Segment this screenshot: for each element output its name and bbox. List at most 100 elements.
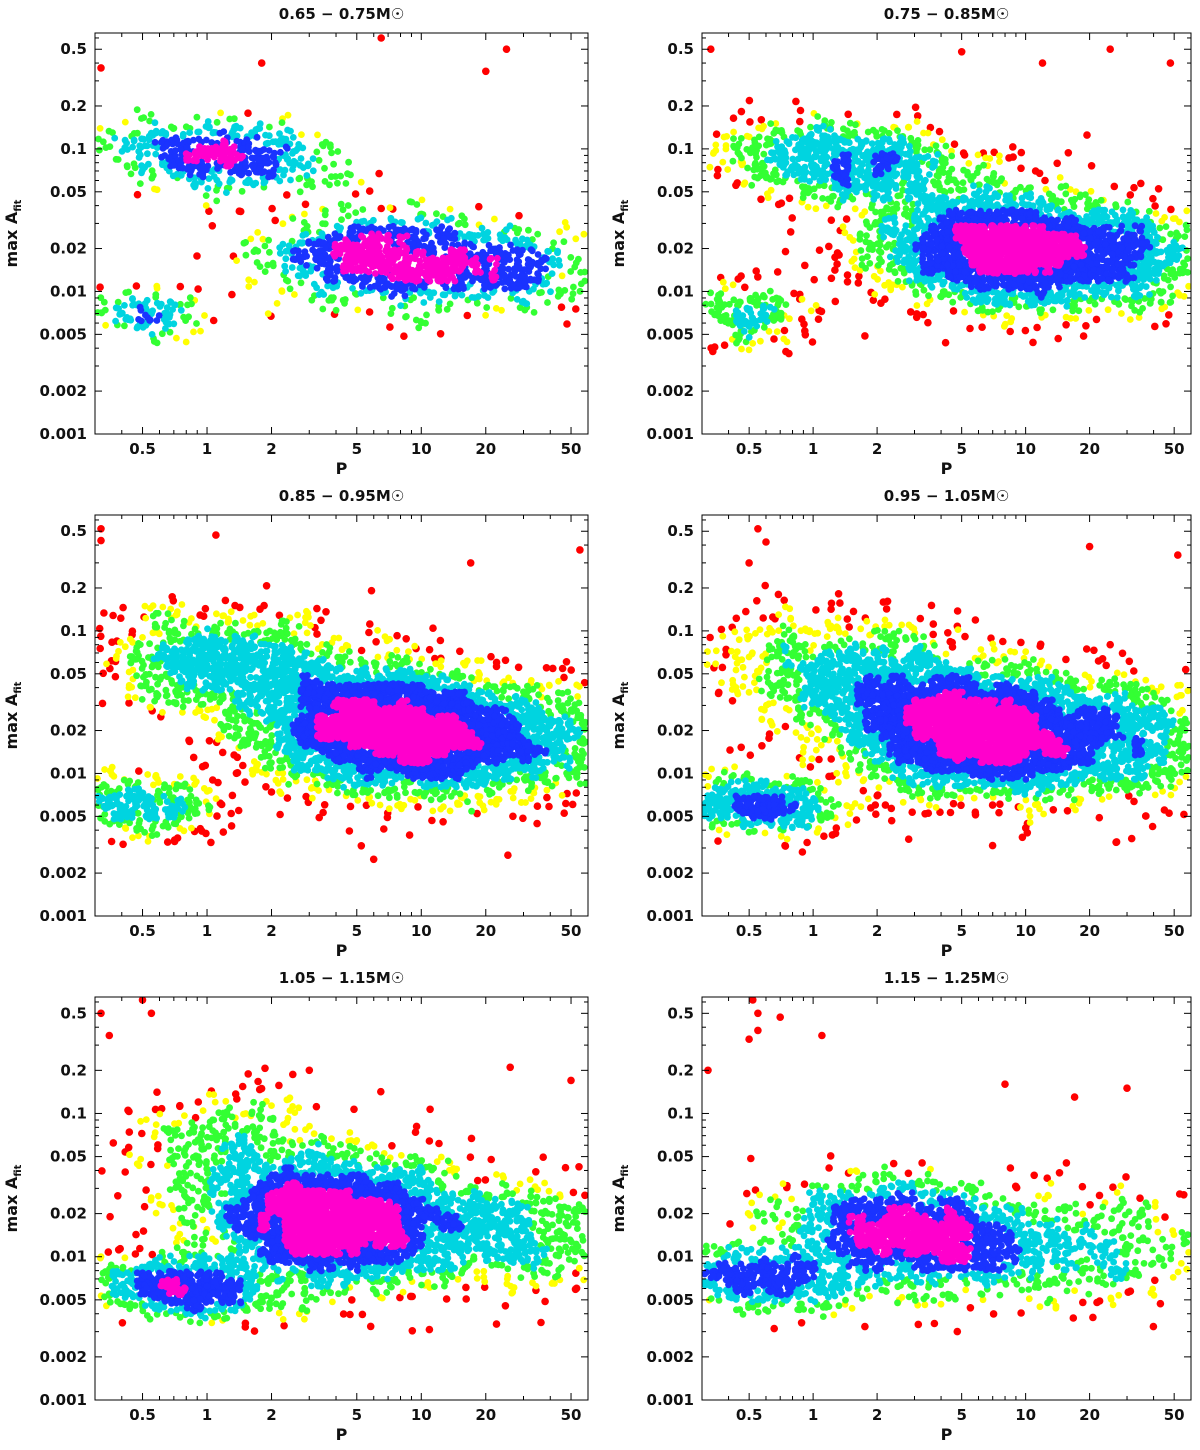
data-point [309, 183, 316, 191]
data-point [563, 320, 571, 328]
data-point [869, 126, 877, 134]
data-point [426, 277, 434, 285]
data-point [945, 169, 953, 177]
data-point [324, 277, 331, 284]
data-point [435, 306, 442, 314]
data-point [383, 236, 390, 244]
data-point [284, 277, 292, 285]
data-point [1070, 263, 1078, 271]
data-point [1032, 214, 1040, 222]
data-point [1064, 149, 1073, 157]
data-point [903, 211, 910, 218]
data-point [990, 179, 997, 186]
data-point [277, 148, 284, 156]
data-point [930, 159, 937, 167]
data-point [177, 171, 185, 179]
data-point [236, 124, 244, 132]
data-point [140, 114, 148, 121]
data-point [233, 151, 241, 159]
data-point [999, 281, 1007, 289]
data-point [452, 290, 459, 298]
data-point [712, 141, 720, 149]
data-point [752, 291, 759, 299]
data-point [186, 294, 194, 302]
data-point [765, 328, 773, 335]
data-point [130, 160, 138, 168]
data-point [743, 304, 751, 312]
data-point [96, 146, 103, 154]
data-point [1046, 290, 1054, 298]
y-tick-label: 0.005 [40, 325, 87, 343]
data-point [1092, 209, 1100, 217]
data-point [151, 119, 159, 127]
data-point [1002, 208, 1010, 216]
data-point [894, 127, 901, 134]
data-point [956, 273, 964, 281]
data-point [403, 232, 411, 240]
data-point [507, 294, 515, 302]
data-point [493, 254, 501, 262]
data-point [352, 276, 360, 283]
data-point [784, 168, 791, 176]
data-point [975, 294, 983, 302]
data-point [322, 138, 330, 146]
data-point [892, 157, 900, 164]
data-point [983, 183, 991, 190]
data-point [796, 106, 805, 115]
data-point [422, 263, 430, 271]
data-point [406, 198, 414, 206]
data-point [191, 179, 199, 187]
data-point [902, 164, 910, 171]
data-point [1136, 308, 1144, 316]
data-point [797, 175, 805, 183]
data-point [990, 173, 997, 181]
data-point [812, 302, 820, 309]
data-point [1152, 210, 1160, 217]
data-point [1062, 313, 1070, 321]
data-point [1021, 326, 1030, 335]
data-point [806, 178, 813, 185]
data-point [900, 173, 907, 181]
data-point [491, 215, 498, 223]
data-point [507, 241, 514, 249]
data-point [960, 186, 968, 194]
data-point [349, 285, 356, 292]
data-point [163, 141, 171, 148]
data-point [195, 128, 203, 136]
data-point [1038, 59, 1047, 67]
data-point [804, 146, 812, 154]
data-point [301, 210, 308, 218]
data-point [796, 128, 804, 136]
data-point [924, 129, 932, 137]
data-point [1167, 298, 1175, 306]
data-point [1093, 260, 1101, 267]
data-point [959, 179, 967, 187]
data-point [947, 176, 954, 184]
data-point [1156, 224, 1164, 232]
data-point [1020, 201, 1028, 208]
data-point [710, 343, 719, 351]
data-point [731, 144, 738, 151]
data-point [720, 312, 728, 320]
data-point [788, 214, 796, 222]
data-point [198, 178, 205, 186]
data-point [1162, 223, 1170, 231]
data-point [925, 216, 933, 224]
data-point [863, 169, 871, 176]
data-point [375, 230, 382, 238]
data-point [1055, 296, 1063, 304]
data-point [330, 160, 337, 168]
data-point [286, 159, 293, 167]
data-point [766, 135, 774, 143]
data-point [535, 271, 542, 279]
data-point [912, 313, 921, 322]
data-point [523, 236, 531, 244]
data-point [775, 177, 783, 185]
data-point [525, 226, 532, 234]
data-point [484, 294, 492, 301]
data-point [899, 240, 907, 247]
data-point [412, 227, 420, 234]
data-point [939, 250, 947, 257]
data-point [264, 261, 272, 269]
data-point [737, 272, 745, 280]
